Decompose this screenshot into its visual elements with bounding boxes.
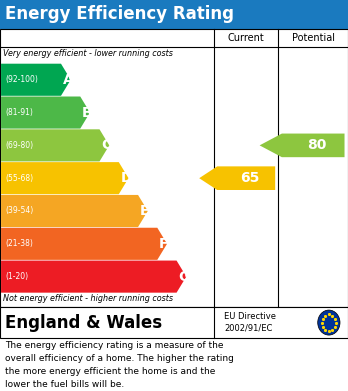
- Text: (1-20): (1-20): [5, 272, 28, 281]
- Text: Not energy efficient - higher running costs: Not energy efficient - higher running co…: [3, 294, 174, 303]
- Text: (39-54): (39-54): [5, 206, 33, 215]
- Polygon shape: [1, 129, 109, 161]
- Text: D: D: [120, 171, 132, 185]
- Polygon shape: [1, 195, 148, 227]
- Text: 80: 80: [307, 138, 326, 152]
- Text: EU Directive
2002/91/EC: EU Directive 2002/91/EC: [224, 312, 276, 333]
- Bar: [0, 307, 348, 338]
- Text: Current: Current: [228, 32, 264, 43]
- Polygon shape: [1, 228, 167, 260]
- Text: 65: 65: [240, 171, 259, 185]
- Text: (55-68): (55-68): [5, 174, 33, 183]
- Polygon shape: [1, 162, 128, 194]
- Text: The energy efficiency rating is a measure of the
overall efficiency of a home. T: The energy efficiency rating is a measur…: [5, 341, 234, 389]
- Text: (69-80): (69-80): [5, 141, 33, 150]
- Text: F: F: [159, 237, 168, 251]
- Text: (21-38): (21-38): [5, 239, 33, 248]
- Polygon shape: [1, 260, 186, 292]
- Text: A: A: [63, 73, 73, 87]
- Text: Potential: Potential: [292, 32, 335, 43]
- Circle shape: [318, 310, 340, 335]
- Bar: [0, 0, 348, 29]
- Polygon shape: [1, 64, 71, 96]
- Text: Very energy efficient - lower running costs: Very energy efficient - lower running co…: [3, 49, 173, 58]
- Text: E: E: [140, 204, 149, 218]
- Polygon shape: [199, 166, 275, 190]
- Text: England & Wales: England & Wales: [5, 314, 163, 332]
- Polygon shape: [1, 97, 90, 129]
- Text: G: G: [178, 270, 190, 283]
- Text: (92-100): (92-100): [5, 75, 38, 84]
- Bar: [0, 29, 348, 307]
- Text: B: B: [82, 106, 93, 120]
- Text: (81-91): (81-91): [5, 108, 33, 117]
- Text: C: C: [101, 138, 111, 152]
- Text: Energy Efficiency Rating: Energy Efficiency Rating: [5, 5, 234, 23]
- Polygon shape: [260, 134, 345, 157]
